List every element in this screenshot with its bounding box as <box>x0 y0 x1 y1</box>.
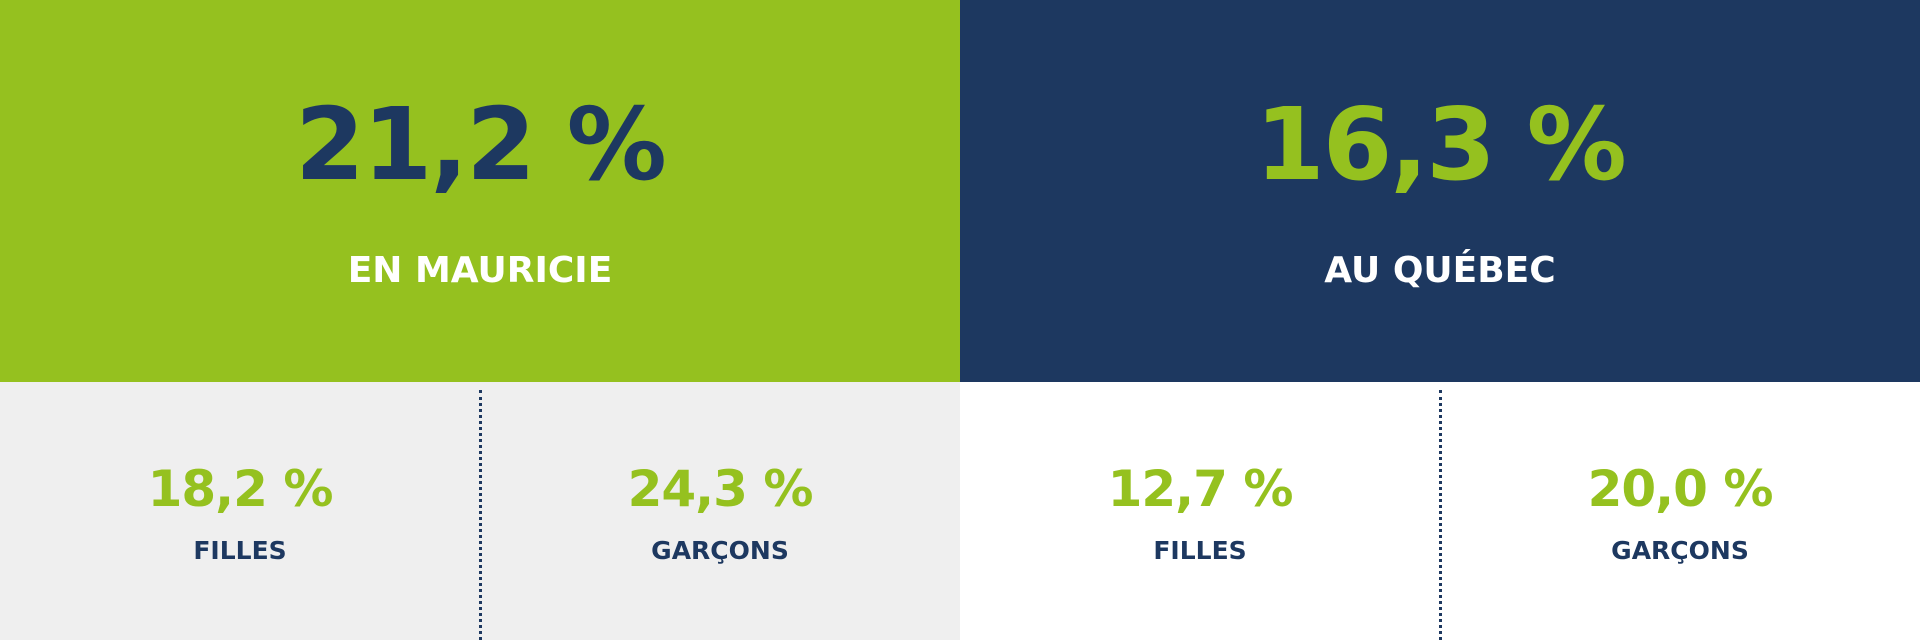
mauricie-header: 21,2 % EN MAURICIE <box>0 0 960 382</box>
mauricie-girls-value: 18,2 % <box>147 460 334 518</box>
mauricie-boys-value: 24,3 % <box>627 460 814 518</box>
quebec-girls-value: 12,7 % <box>1107 460 1294 518</box>
mauricie-boys: 24,3 % GARÇONS <box>480 382 960 640</box>
dotted-divider <box>1439 390 1442 640</box>
mauricie-total-value: 21,2 % <box>295 86 667 203</box>
quebec-boys: 20,0 % GARÇONS <box>1440 382 1920 640</box>
mauricie-girls: 18,2 % FILLES <box>0 382 480 640</box>
mauricie-breakdown: 18,2 % FILLES 24,3 % GARÇONS <box>0 382 960 640</box>
quebec-girls-label: FILLES <box>1153 536 1247 565</box>
quebec-breakdown: 12,7 % FILLES 20,0 % GARÇONS <box>960 382 1920 640</box>
mauricie-girls-label: FILLES <box>193 536 287 565</box>
quebec-boys-label: GARÇONS <box>1611 536 1749 565</box>
quebec-total-value: 16,3 % <box>1255 86 1627 203</box>
dotted-divider <box>479 390 482 640</box>
mauricie-column: 21,2 % EN MAURICIE 18,2 % FILLES 24,3 % … <box>0 0 960 640</box>
quebec-boys-value: 20,0 % <box>1587 460 1774 518</box>
mauricie-label: EN MAURICIE <box>347 250 613 291</box>
quebec-label: AU QUÉBEC <box>1324 250 1556 291</box>
quebec-column: 16,3 % AU QUÉBEC 12,7 % FILLES 20,0 % GA… <box>960 0 1920 640</box>
quebec-header: 16,3 % AU QUÉBEC <box>960 0 1920 382</box>
quebec-girls: 12,7 % FILLES <box>960 382 1440 640</box>
mauricie-boys-label: GARÇONS <box>651 536 789 565</box>
